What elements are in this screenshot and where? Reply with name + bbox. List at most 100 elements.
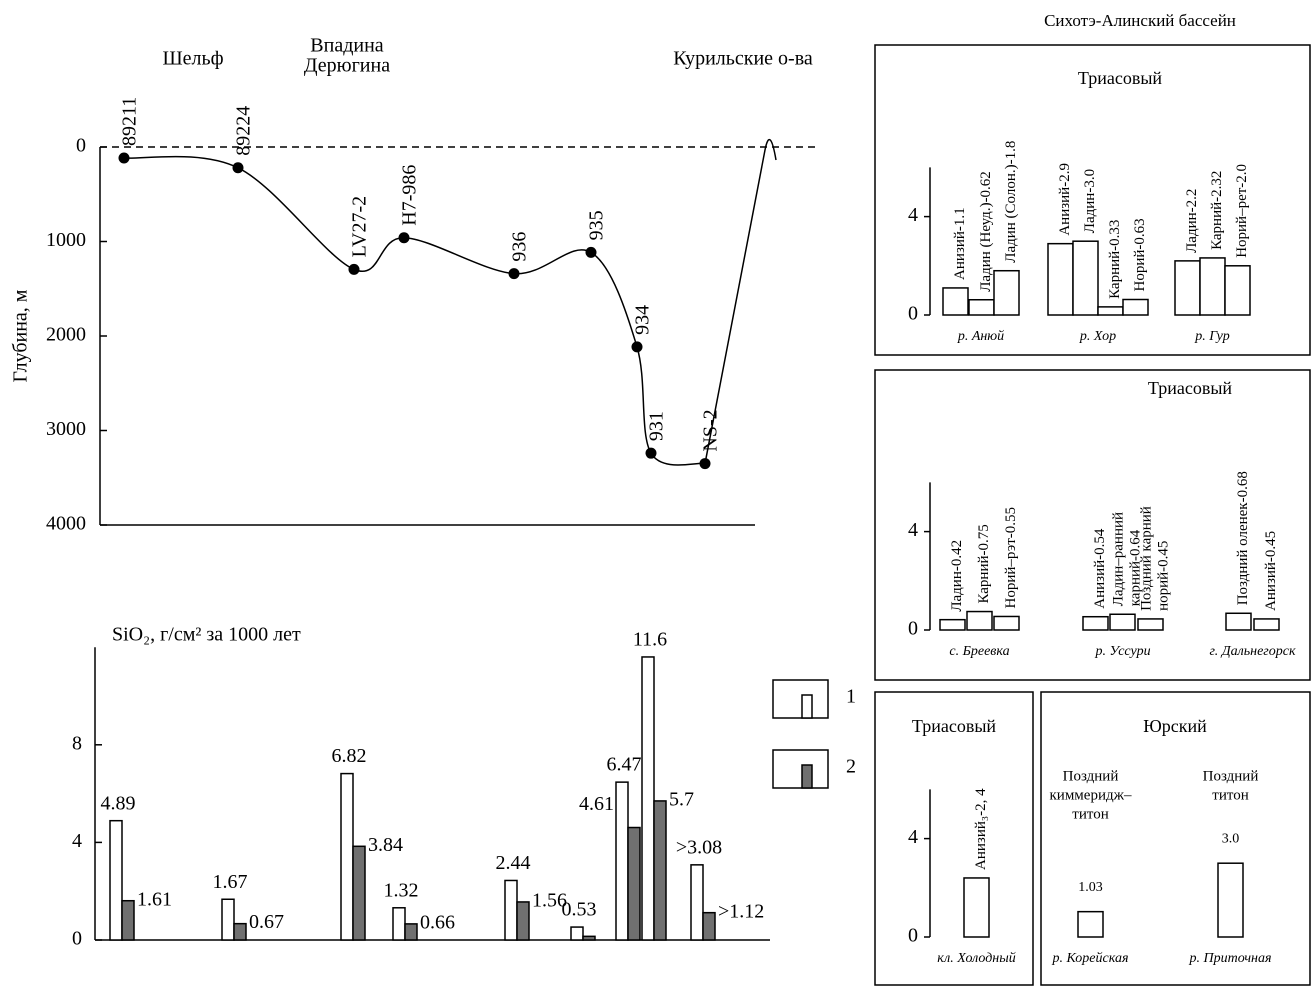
y-tick-label: 4 xyxy=(908,204,918,226)
bar-header: титон xyxy=(1072,806,1108,822)
legend-box xyxy=(772,749,829,789)
panel-box xyxy=(874,44,1311,356)
value-label: 3.84 xyxy=(368,834,403,856)
station-label: 89211 xyxy=(119,97,141,146)
bar-label: Карний-0.33 xyxy=(1107,220,1123,299)
bar xyxy=(1224,265,1251,316)
panel-box xyxy=(874,691,1034,986)
bar-label: Анизий-2.9 xyxy=(1057,163,1073,236)
bar xyxy=(1047,242,1074,316)
legend-label: 2 xyxy=(846,756,856,778)
y-tick-label: 4 xyxy=(908,519,918,541)
bar xyxy=(942,287,969,316)
group-label: кл. Холодный xyxy=(937,951,1015,966)
bar xyxy=(627,826,641,941)
bar xyxy=(939,618,966,631)
value-label: 0.66 xyxy=(420,911,455,933)
bar xyxy=(109,819,123,941)
group-label: р. Гур xyxy=(1194,329,1229,344)
legend-swatch xyxy=(801,764,813,789)
legend-swatch xyxy=(801,694,813,719)
station-label: H7-986 xyxy=(399,165,421,226)
value-label: >3.08 xyxy=(676,836,722,858)
value-label: 3.0 xyxy=(1222,831,1240,846)
bar-label: карний-0.64 xyxy=(1127,529,1143,606)
station-label: LV27-2 xyxy=(349,196,371,257)
region-label: Шельф xyxy=(162,48,223,70)
station-label: 936 xyxy=(509,232,531,262)
panel-box xyxy=(1040,691,1311,986)
bar-header: киммеридж– xyxy=(1050,787,1132,803)
station-label: 89224 xyxy=(233,106,255,156)
bar-label: Поздний карний xyxy=(1138,506,1154,611)
station-label: NS-2 xyxy=(700,409,722,451)
bar xyxy=(1072,240,1099,316)
bar-label: Анизий-0.45 xyxy=(1263,531,1279,611)
station-label: 935 xyxy=(586,210,608,240)
bar xyxy=(404,923,418,941)
bar-label: Ладин-3.0 xyxy=(1082,169,1098,233)
value-label: 1.03 xyxy=(1078,880,1103,895)
y-tick-label: 1000 xyxy=(46,229,86,251)
value-label: 4.89 xyxy=(101,792,136,814)
bar xyxy=(653,800,667,941)
bar xyxy=(993,615,1020,631)
bar xyxy=(340,772,354,941)
y-tick-label: 2000 xyxy=(46,324,86,346)
bar-label: Ладин-0.42 xyxy=(949,540,965,612)
bar xyxy=(968,298,995,316)
y-tick-label: 4 xyxy=(72,830,82,852)
station-label: 934 xyxy=(632,305,654,335)
y-tick-label: 4 xyxy=(908,826,918,848)
station-point xyxy=(118,152,130,164)
y-tick-label: 0 xyxy=(908,925,918,947)
y-tick-label: 0 xyxy=(76,135,86,157)
station-point xyxy=(631,341,643,353)
station-point xyxy=(585,246,597,258)
value-label: 0.53 xyxy=(562,899,597,921)
value-label: 4.61 xyxy=(579,793,614,815)
bar-label: норий-0.45 xyxy=(1155,541,1171,611)
group-label: г. Дальнегорск xyxy=(1209,644,1295,659)
bar-label: Анизий-0.54 xyxy=(1092,528,1108,609)
bar-label: Ладин–ранний xyxy=(1110,512,1126,606)
bar xyxy=(1109,613,1136,631)
bar xyxy=(1137,618,1164,631)
region-label: Дерюгина xyxy=(304,55,390,77)
bar xyxy=(690,864,704,941)
y-axis-label: Глубина, м xyxy=(10,289,32,382)
bar xyxy=(233,922,247,941)
value-label: 1.56 xyxy=(532,890,567,912)
group-label: р. Хор xyxy=(1079,329,1116,344)
station-point xyxy=(508,268,520,280)
chart-title: SiO₂, г/см² за 1000 лет xyxy=(112,624,301,646)
bar xyxy=(504,879,518,941)
bar-header: титон xyxy=(1212,787,1248,803)
legend-label: 1 xyxy=(846,686,856,708)
value-label: 6.82 xyxy=(332,745,367,767)
y-tick-label: 4000 xyxy=(46,513,86,535)
bar xyxy=(966,610,993,631)
station-point xyxy=(645,447,657,459)
value-label: 6.47 xyxy=(607,754,642,776)
value-label: 11.6 xyxy=(633,629,667,651)
bar-label: Анизий₃-2, 4 xyxy=(973,788,989,870)
bar-label: Норий–рэт-0.55 xyxy=(1003,507,1019,609)
value-label: 1.67 xyxy=(213,871,248,893)
group-label: р. Приточная xyxy=(1189,951,1272,966)
bar-header: Поздний xyxy=(1063,768,1119,784)
bar xyxy=(570,926,584,941)
group-label: р. Уссури xyxy=(1094,644,1150,659)
value-label: >1.12 xyxy=(718,900,764,922)
bar-header: Поздний xyxy=(1203,768,1259,784)
bar xyxy=(516,901,530,941)
bar-label: Поздний оленек-0.68 xyxy=(1235,471,1251,605)
region-label: Курильские о-ва xyxy=(673,48,813,70)
station-label: 931 xyxy=(646,411,668,441)
panel-title: Юрский xyxy=(1143,716,1207,736)
panel-box xyxy=(874,369,1311,681)
panel-title: Триасовый xyxy=(1078,68,1163,88)
value-label: 1.32 xyxy=(384,879,419,901)
bar xyxy=(1174,260,1201,316)
